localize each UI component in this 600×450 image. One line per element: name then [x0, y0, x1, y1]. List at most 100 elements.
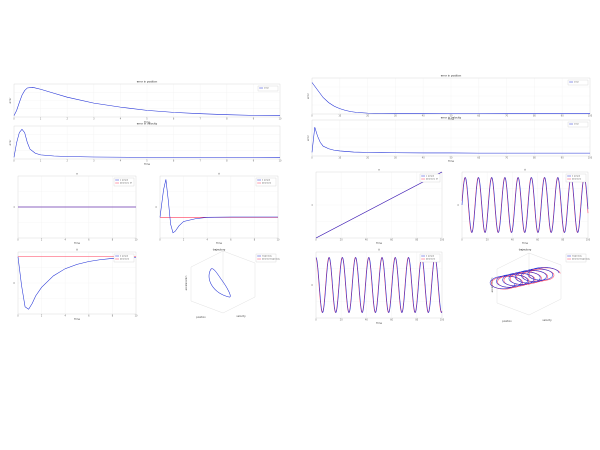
y-axis-label: error: [307, 135, 310, 141]
x-tick-label: 3: [93, 118, 95, 121]
x-tick-label: 0: [13, 118, 15, 121]
x-tick-label: 2: [66, 160, 68, 163]
x-tick-label: 0: [315, 239, 317, 242]
x-tick-label: 8: [254, 239, 256, 242]
plot-title: ẋ: [218, 172, 220, 176]
x-axis-label: Time: [448, 160, 454, 163]
legend-entry: desired x (r): [120, 182, 132, 185]
x-tick-label: 100: [440, 319, 445, 322]
x-tick-label: 80: [561, 239, 564, 242]
series-line-actual: [159, 179, 278, 234]
series-line-trajectory: [489, 267, 560, 289]
x-axis-label: Time: [144, 121, 150, 124]
x-tick-label: 40: [422, 157, 425, 160]
x-axis-label: Time: [522, 242, 528, 245]
x-tick-label: 4: [64, 315, 66, 318]
axes-3d-wireframe: [190, 250, 256, 314]
x-tick-label: 0: [461, 239, 463, 242]
x-tick-label: 80: [533, 157, 536, 160]
panel-right-error-position: 0 10 20 30 40 50 60 70 80 90 100 error in position T…: [307, 74, 593, 122]
series-line-trajectory: [208, 268, 231, 298]
x-axis-label: Time: [74, 242, 80, 245]
legend-entry: trajectory: [262, 255, 273, 258]
plot-title: trajectory: [213, 248, 226, 252]
legend-box: [255, 177, 277, 187]
legend-entry: desired trajectory: [262, 258, 281, 261]
x-tick-label: 8: [112, 239, 114, 242]
series-line-actual: [315, 171, 443, 239]
x-tick-label: 5: [146, 160, 148, 163]
x-tick-label: 10: [279, 160, 282, 163]
legend-entry: desired ẍ: [426, 258, 436, 261]
x-tick-label: 0: [17, 239, 19, 242]
series-line-desired: [461, 177, 589, 233]
x-tick-label: 50: [450, 157, 453, 160]
plot-title: ẍ: [378, 248, 380, 252]
panel-right-trajectory: trajectory position velocity acceleration tr…: [489, 248, 591, 323]
x-tick-label: 9: [253, 160, 255, 163]
legend-box: [113, 253, 135, 263]
x-tick-label: 30: [394, 115, 397, 118]
legend-entry: desired ẋ: [572, 178, 582, 181]
legend-box: [419, 253, 441, 263]
x-tick-label: 60: [536, 239, 539, 242]
legend-entry: error: [574, 123, 579, 126]
x-tick-label: 50: [450, 115, 453, 118]
x-tick-label: 7: [199, 118, 201, 121]
y-axis-label: error: [307, 93, 310, 99]
legend-entry: trajectory: [572, 255, 583, 258]
y-axis-label: x: [311, 204, 314, 206]
x-tick-label: 0: [159, 239, 161, 242]
plot-title: error in position: [137, 80, 158, 84]
x-tick-label: 7: [199, 160, 201, 163]
x-tick-label: 0: [311, 115, 313, 118]
y-axis-label: error: [9, 140, 12, 146]
y-axis-label: ẋ: [457, 204, 460, 206]
y-axis-label: velocity: [542, 319, 552, 322]
x-tick-label: 80: [533, 115, 536, 118]
x-tick-label: 10: [135, 239, 138, 242]
legend-entry: ẋ actual: [572, 175, 580, 178]
legend-entry: desired trajectory: [572, 258, 591, 261]
x-tick-label: 1: [40, 118, 42, 121]
x-tick-label: 0: [315, 319, 317, 322]
plot-title: error in velocity: [441, 116, 462, 120]
legend-entry: x actual: [426, 175, 434, 178]
x-tick-label: 6: [173, 160, 175, 163]
legend-box: [257, 85, 279, 92]
x-tick-label: 40: [365, 239, 368, 242]
x-tick-label: 70: [505, 115, 508, 118]
x-tick-label: 100: [588, 115, 593, 118]
legend-entry: desired x (r): [426, 178, 438, 181]
x-tick-label: 40: [365, 319, 368, 322]
z-axis-label: acceleration: [491, 277, 494, 292]
x-tick-label: 20: [486, 239, 489, 242]
x-tick-label: 8: [226, 118, 228, 121]
legend-entry: x actual: [120, 179, 128, 182]
x-axis-label: Time: [216, 242, 222, 245]
x-tick-label: 100: [440, 239, 445, 242]
x-tick-label: 90: [561, 157, 564, 160]
x-tick-label: 60: [477, 157, 480, 160]
y-axis-label: ẍ: [13, 282, 16, 284]
x-tick-label: 4: [120, 118, 122, 121]
x-tick-label: 6: [88, 315, 90, 318]
x-tick-label: 9: [253, 118, 255, 121]
legend-box: [565, 253, 587, 263]
x-tick-label: 4: [64, 239, 66, 242]
x-tick-label: 90: [561, 115, 564, 118]
x-tick-label: 2: [41, 239, 43, 242]
x-tick-label: 20: [366, 157, 369, 160]
x-tick-label: 4: [206, 239, 208, 242]
x-tick-label: 30: [394, 157, 397, 160]
plot-title: error in position: [441, 74, 462, 78]
legend-box: [565, 173, 587, 183]
y-axis-label: ẍ: [311, 284, 314, 286]
y-axis-label: velocity: [236, 315, 246, 318]
x-tick-label: 10: [135, 315, 138, 318]
